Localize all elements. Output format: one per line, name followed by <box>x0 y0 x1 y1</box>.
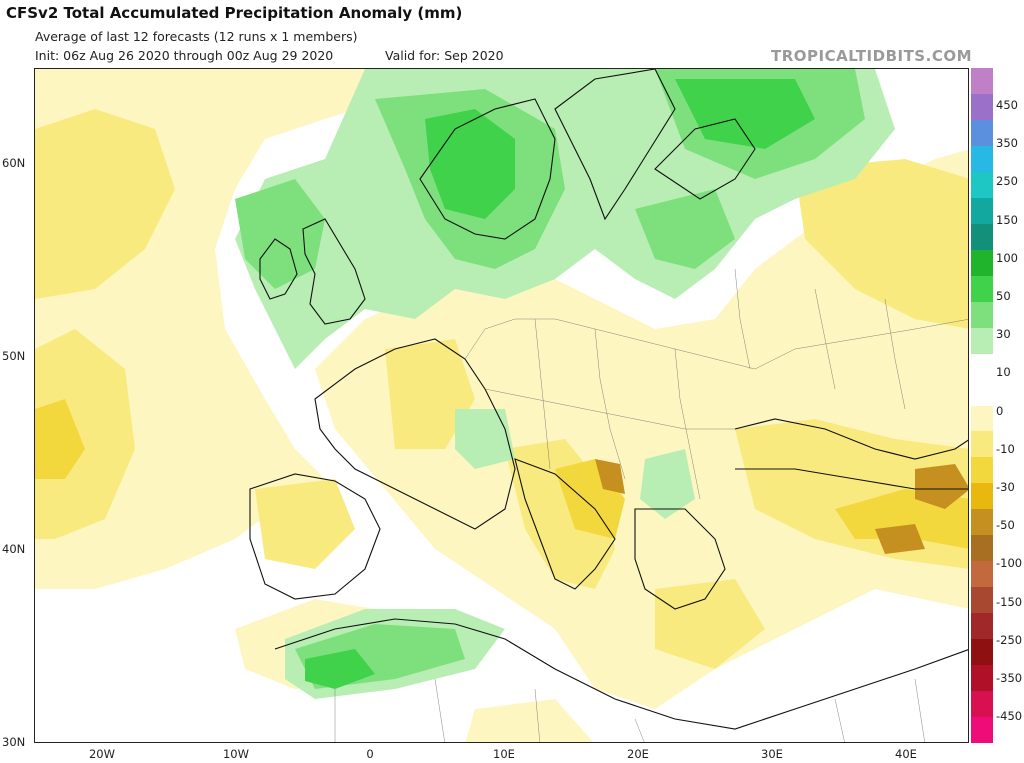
colorbar-swatch <box>971 587 993 614</box>
watermark: TROPICALTIDBITS.COM <box>771 47 972 65</box>
lon-label-10e: 10E <box>493 747 515 761</box>
colorbar-swatch <box>971 483 993 510</box>
lat-label-50n: 50N <box>2 349 26 363</box>
colorbar-swatch <box>971 613 993 640</box>
colorbar-label: 100 <box>996 250 1018 265</box>
colorbar-swatch <box>971 327 993 355</box>
colorbar-swatch <box>971 93 993 121</box>
page-title: CFSv2 Total Accumulated Precipitation An… <box>6 4 463 22</box>
lat-label-30n: 30N <box>2 735 26 749</box>
subtitle: Average of last 12 forecasts (12 runs x … <box>35 29 358 44</box>
colorbar-swatch <box>971 145 993 173</box>
map-canvas <box>35 69 968 742</box>
lon-label-30e: 30E <box>761 747 783 761</box>
colorbar-swatch <box>971 561 993 588</box>
colorbar-swatch <box>971 301 993 329</box>
colorbar <box>971 68 993 744</box>
colorbar-swatch <box>971 249 993 277</box>
colorbar-swatch <box>971 535 993 562</box>
colorbar-label: 150 <box>996 212 1018 227</box>
colorbar-label: -350 <box>996 671 1023 685</box>
colorbar-label: -250 <box>996 632 1023 647</box>
colorbar-label: -450 <box>996 709 1023 724</box>
colorbar-swatch <box>971 665 993 692</box>
colorbar-swatch <box>971 457 993 484</box>
colorbar-label: -10 <box>996 441 1015 456</box>
colorbar-swatch <box>971 509 993 536</box>
lon-label-40e: 40E <box>895 747 917 761</box>
colorbar-swatch <box>971 691 993 718</box>
colorbar-swatch <box>971 405 993 432</box>
colorbar-swatch <box>971 379 993 406</box>
lat-label-40n: 40N <box>2 542 26 556</box>
anomaly-dark-green <box>305 79 815 689</box>
colorbar-swatch <box>971 353 993 381</box>
anomaly-yellow <box>35 109 968 669</box>
colorbar-swatch <box>971 639 993 666</box>
colorbar-label: 30 <box>996 327 1011 342</box>
lon-label-10w: 10W <box>222 747 250 761</box>
anomaly-brown <box>595 459 968 554</box>
colorbar-swatch <box>971 68 993 95</box>
init-time: Init: 06z Aug 26 2020 through 00z Aug 29… <box>35 48 334 63</box>
lon-label-0: 0 <box>366 747 374 761</box>
colorbar-swatch <box>971 171 993 199</box>
colorbar-label: 0 <box>996 403 1004 418</box>
lon-label-20e: 20E <box>627 747 649 761</box>
colorbar-swatch <box>971 431 993 458</box>
coastlines <box>249 69 968 730</box>
colorbar-swatch <box>971 223 993 251</box>
colorbar-label: 250 <box>996 174 1018 189</box>
colorbar-swatch <box>971 197 993 225</box>
colorbar-label: 10 <box>996 365 1011 380</box>
lat-label-60n: 60N <box>2 156 26 170</box>
colorbar-label: -30 <box>996 480 1015 494</box>
colorbar-label: -100 <box>996 556 1023 571</box>
precipitation-anomaly-map <box>34 68 969 743</box>
colorbar-label: -150 <box>996 594 1023 609</box>
colorbar-label: 350 <box>996 136 1018 151</box>
lon-label-20w: 20W <box>88 747 116 761</box>
colorbar-swatch <box>971 717 993 744</box>
colorbar-swatch <box>971 119 993 147</box>
colorbar-swatch <box>971 275 993 303</box>
valid-time: Valid for: Sep 2020 <box>385 48 504 63</box>
header: CFSv2 Total Accumulated Precipitation An… <box>0 0 1024 68</box>
colorbar-label: 450 <box>996 98 1018 112</box>
colorbar-label: -50 <box>996 518 1015 533</box>
colorbar-label: 50 <box>996 289 1011 303</box>
borders <box>334 268 968 742</box>
